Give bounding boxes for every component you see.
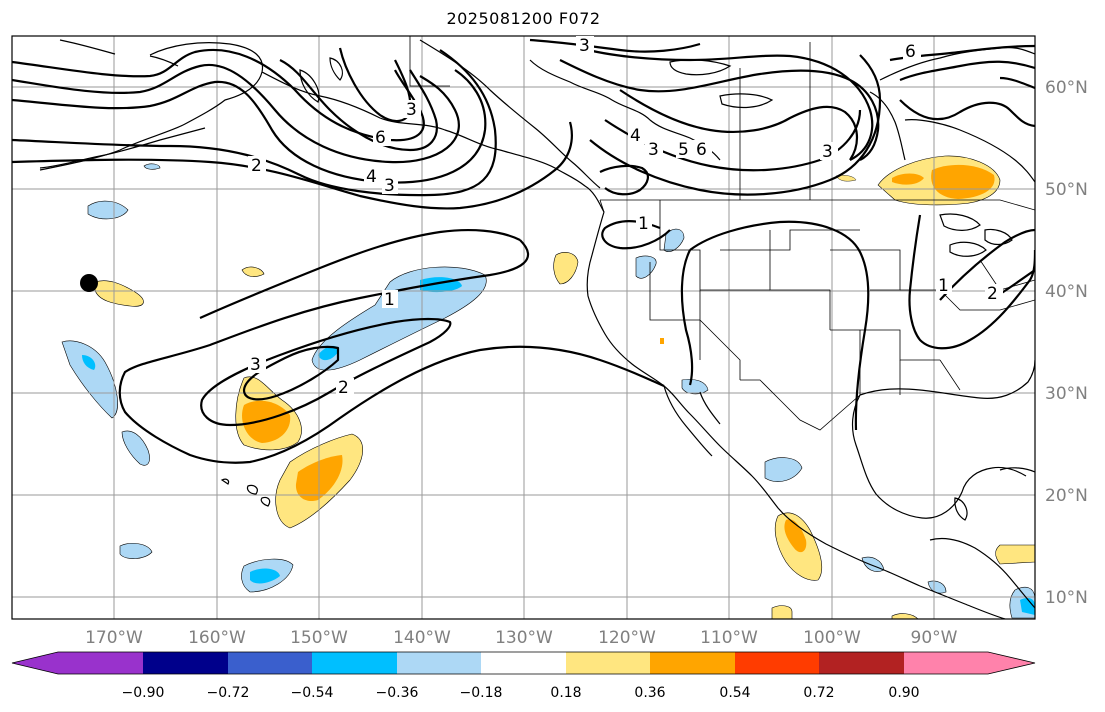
- positive-anomaly-core: [784, 519, 807, 553]
- colorbar-extend-min: [12, 652, 58, 674]
- positive-anomaly-core: [892, 173, 924, 185]
- contour-label: 3: [648, 140, 659, 160]
- lon-label: 120°W: [598, 628, 656, 648]
- negative-anomaly-core: [1020, 598, 1035, 615]
- anomaly-shading: [61, 155, 1035, 619]
- colorbar-ticks: −0.90 −0.72 −0.54 −0.36 −0.18 0.18 0.36 …: [122, 685, 920, 701]
- negative-anomaly-patch: [635, 255, 657, 279]
- colorbar-tick: 0.36: [634, 685, 665, 701]
- colorbar-segment: [397, 652, 481, 674]
- positive-anomaly-core: [242, 400, 291, 443]
- colorbar-tick: −0.72: [207, 685, 250, 701]
- lon-label: 140°W: [393, 628, 451, 648]
- colorbar-segment: [904, 652, 988, 674]
- contour-label: 4: [366, 167, 377, 187]
- colorbar-segment: [481, 652, 566, 674]
- contour-label: 1: [938, 276, 949, 296]
- contour-label: 2: [251, 156, 262, 176]
- colorbar-tick: 0.72: [803, 685, 834, 701]
- positive-anomaly-patch: [835, 175, 857, 182]
- colorbar-outline: [11, 651, 1036, 675]
- negative-anomaly-patch: [764, 457, 803, 482]
- lon-label: 150°W: [290, 628, 348, 648]
- lon-label: 110°W: [700, 628, 758, 648]
- contour-label: 2: [338, 378, 349, 398]
- contour-label: 4: [630, 126, 641, 146]
- contour-label: 6: [696, 140, 707, 160]
- contour-label: 3: [579, 36, 590, 56]
- colorbar: [11, 651, 1036, 675]
- contour-label: 3: [250, 355, 261, 375]
- contour-label: 3: [406, 100, 417, 120]
- negative-anomaly-patch: [121, 430, 150, 466]
- lon-label: 130°W: [495, 628, 553, 648]
- lat-label: 40°N: [1045, 282, 1088, 302]
- positive-anomaly-core: [931, 164, 995, 199]
- contour-label: 3: [384, 176, 395, 196]
- contour-label: 6: [905, 42, 916, 62]
- lat-label: 20°N: [1045, 486, 1088, 506]
- lon-label: 170°W: [85, 628, 143, 648]
- colorbar-segment: [735, 652, 819, 674]
- latitude-labels: 60°N 50°N 40°N 30°N 20°N 10°N: [1045, 78, 1088, 608]
- positive-anomaly-patch: [891, 613, 919, 619]
- colorbar-segment: [819, 652, 904, 674]
- colorbar-tick: −0.54: [291, 685, 334, 701]
- negative-anomaly-patch: [143, 163, 161, 170]
- negative-anomaly-patch: [119, 543, 153, 559]
- colorbar-tick: −0.36: [376, 685, 419, 701]
- colorbar-tick: −0.90: [122, 685, 165, 701]
- contour-label: 3: [822, 142, 833, 162]
- negative-anomaly-core: [318, 345, 339, 361]
- lon-label: 90°W: [911, 628, 958, 648]
- map-frame: [11, 35, 1036, 620]
- negative-anomaly-patch: [663, 228, 685, 252]
- colorbar-tick: 0.18: [550, 685, 581, 701]
- contour-label: 1: [638, 214, 649, 234]
- lon-label: 160°W: [188, 628, 246, 648]
- colorbar-segment: [312, 652, 397, 674]
- positive-anomaly-patch: [660, 338, 664, 344]
- negative-anomaly-patch: [61, 340, 118, 419]
- colorbar-tick: 0.54: [719, 685, 750, 701]
- lon-label: 100°W: [803, 628, 861, 648]
- negative-anomaly-patch: [87, 200, 129, 220]
- contour-label: 6: [375, 128, 386, 148]
- negative-anomaly-core: [82, 355, 96, 370]
- colorbar-extend-max: [988, 652, 1035, 674]
- positive-anomaly-patch: [241, 266, 265, 277]
- contour-labels: 3 3 6 2 4 3 3 4 3 5 6 6 2 1 1 1 3 2: [248, 36, 1003, 398]
- contours: [12, 38, 1035, 464]
- positive-anomaly-patch: [995, 544, 1035, 565]
- negative-anomaly-core: [250, 568, 280, 584]
- colorbar-segment: [650, 652, 735, 674]
- lat-label: 50°N: [1045, 180, 1088, 200]
- colorbar-tick: 0.90: [888, 685, 919, 701]
- station-marker: [80, 274, 98, 292]
- colorbar-segment: [143, 652, 228, 674]
- colorbar-tick: −0.18: [460, 685, 503, 701]
- positive-anomaly-patch: [771, 605, 793, 619]
- positive-anomaly-patch: [94, 280, 144, 307]
- contour-label: 1: [384, 290, 395, 310]
- page-title: 2025081200 F072: [446, 9, 601, 28]
- lat-label: 30°N: [1045, 384, 1088, 404]
- colorbar-segment: [566, 652, 650, 674]
- colorbar-segment: [58, 652, 143, 674]
- lat-label: 10°N: [1045, 588, 1088, 608]
- lat-label: 60°N: [1045, 78, 1088, 98]
- contour-label: 5: [678, 140, 689, 160]
- colorbar-segment: [228, 652, 312, 674]
- longitude-labels: 170°W 160°W 150°W 140°W 130°W 120°W 110°…: [85, 628, 958, 648]
- positive-anomaly-patch: [553, 252, 579, 285]
- contour-label: 2: [987, 284, 998, 304]
- negative-anomaly-patch: [927, 580, 947, 594]
